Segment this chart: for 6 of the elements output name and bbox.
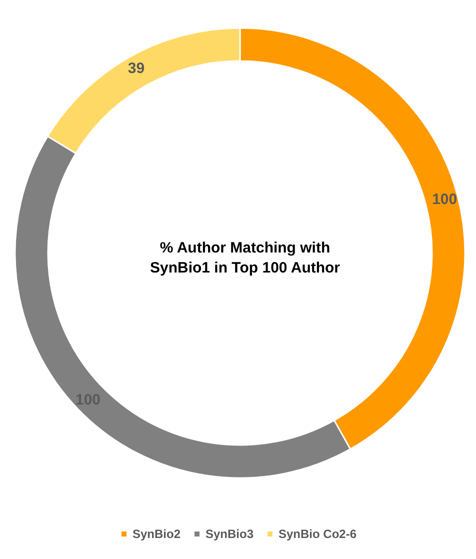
legend-label: SynBio3 [205, 527, 254, 541]
text: % Author Matching with SynBio1 in Top 100 Author [150, 240, 340, 276]
data-label: 39 [128, 60, 145, 78]
legend-label: SynBio Co2-6 [278, 527, 357, 541]
data-label: 100 [432, 190, 458, 208]
legend-label: SynBio2 [132, 527, 181, 541]
